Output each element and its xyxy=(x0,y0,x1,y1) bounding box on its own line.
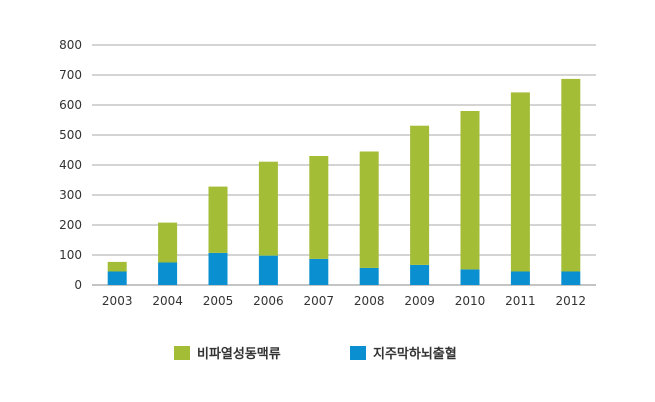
bar-unruptured-2010 xyxy=(460,111,480,270)
bar-unruptured-2012 xyxy=(561,78,581,272)
bar-sah-2011 xyxy=(510,271,530,285)
x-axis-ticks: 2003 2004 2005 2006 2007 2008 2009 2010 2011 2012 xyxy=(102,294,586,308)
x-tick-label: 2012 xyxy=(556,294,587,308)
y-axis-ticks: 0 100 200 300 400 500 600 700 800 xyxy=(59,38,82,292)
bar-unruptured-2011 xyxy=(510,92,530,272)
legend-swatch-sah xyxy=(350,346,366,360)
x-tick-label: 2011 xyxy=(505,294,536,308)
x-tick-label: 2005 xyxy=(203,294,234,308)
legend-label-unruptured: 비파열성동맥류 xyxy=(197,346,281,362)
x-tick-label: 2003 xyxy=(102,294,133,308)
legend-item-sah: 지주막하뇌출혈 xyxy=(350,346,457,362)
bar-unruptured-2006 xyxy=(258,161,278,256)
x-tick-label: 2008 xyxy=(354,294,385,308)
y-tick-label: 300 xyxy=(59,188,82,202)
y-tick-label: 200 xyxy=(59,218,82,232)
bar-sah-2003 xyxy=(107,271,127,285)
bar-sah-2010 xyxy=(460,269,480,285)
bar-sah-2006 xyxy=(258,255,278,285)
bar-sah-2004 xyxy=(158,262,178,285)
y-tick-label: 500 xyxy=(59,128,82,142)
bar-sah-2005 xyxy=(208,252,228,285)
bar-unruptured-2004 xyxy=(158,222,178,263)
bars xyxy=(107,78,581,285)
x-tick-label: 2006 xyxy=(253,294,284,308)
x-tick-label: 2010 xyxy=(455,294,486,308)
bar-unruptured-2008 xyxy=(359,151,379,268)
bar-sah-2009 xyxy=(410,264,430,285)
bar-unruptured-2007 xyxy=(309,156,329,259)
bar-unruptured-2005 xyxy=(208,186,228,253)
bar-sah-2012 xyxy=(561,271,581,285)
y-tick-label: 700 xyxy=(59,68,82,82)
y-tick-label: 400 xyxy=(59,158,82,172)
legend-item-unruptured: 비파열성동맥류 xyxy=(174,346,281,362)
x-tick-label: 2004 xyxy=(152,294,183,308)
y-tick-label: 600 xyxy=(59,98,82,112)
bar-unruptured-2009 xyxy=(410,125,430,265)
legend: 비파열성동맥류 지주막하뇌출혈 xyxy=(174,346,457,362)
y-tick-label: 0 xyxy=(74,278,82,292)
y-tick-label: 100 xyxy=(59,248,82,262)
bar-sah-2007 xyxy=(309,258,329,285)
bar-unruptured-2003 xyxy=(107,261,127,272)
bar-sah-2008 xyxy=(359,267,379,285)
legend-swatch-unruptured xyxy=(174,346,190,360)
x-tick-label: 2009 xyxy=(404,294,435,308)
legend-label-sah: 지주막하뇌출혈 xyxy=(373,346,457,362)
x-tick-label: 2007 xyxy=(304,294,335,308)
y-tick-label: 800 xyxy=(59,38,82,52)
